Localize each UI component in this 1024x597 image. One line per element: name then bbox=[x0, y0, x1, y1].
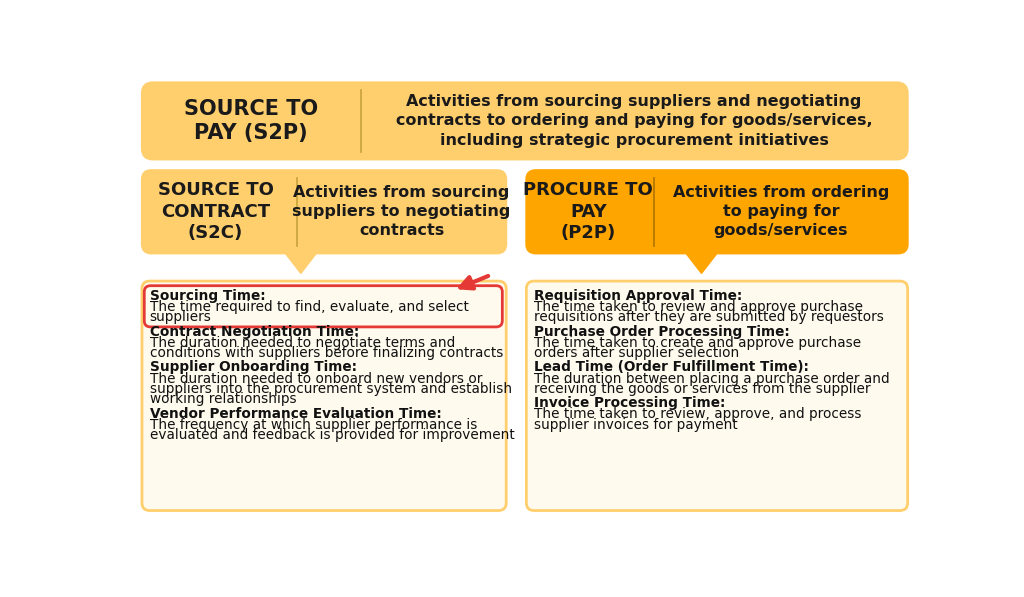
Text: The time taken to review, approve, and process: The time taken to review, approve, and p… bbox=[535, 407, 861, 421]
Text: suppliers: suppliers bbox=[150, 310, 212, 324]
Text: Invoice Processing Time:: Invoice Processing Time: bbox=[535, 396, 725, 410]
FancyBboxPatch shape bbox=[144, 286, 503, 327]
Text: evaluated and feedback is provided for improvement: evaluated and feedback is provided for i… bbox=[150, 428, 514, 442]
FancyBboxPatch shape bbox=[526, 170, 907, 253]
Text: receiving the goods or services from the supplier: receiving the goods or services from the… bbox=[535, 382, 870, 396]
Text: conditions with suppliers before finalizing contracts: conditions with suppliers before finaliz… bbox=[150, 346, 503, 360]
Text: The time taken to review and approve purchase: The time taken to review and approve pur… bbox=[535, 300, 863, 314]
Text: orders after supplier selection: orders after supplier selection bbox=[535, 346, 739, 360]
Text: PROCURE TO
PAY
(P2P): PROCURE TO PAY (P2P) bbox=[523, 181, 653, 242]
Text: The frequency at which supplier performance is: The frequency at which supplier performa… bbox=[150, 418, 477, 432]
Text: Requisition Approval Time:: Requisition Approval Time: bbox=[535, 289, 742, 303]
Text: The time taken to create and approve purchase: The time taken to create and approve pur… bbox=[535, 336, 861, 350]
Text: Purchase Order Processing Time:: Purchase Order Processing Time: bbox=[535, 325, 790, 338]
Polygon shape bbox=[286, 253, 316, 273]
Text: Vendor Performance Evaluation Time:: Vendor Performance Evaluation Time: bbox=[150, 407, 441, 421]
Text: Activities from ordering
to paying for
goods/services: Activities from ordering to paying for g… bbox=[673, 185, 889, 238]
FancyBboxPatch shape bbox=[142, 170, 506, 253]
FancyBboxPatch shape bbox=[526, 281, 907, 510]
Text: Contract Negotiation Time:: Contract Negotiation Time: bbox=[150, 325, 359, 338]
FancyBboxPatch shape bbox=[142, 281, 506, 510]
Text: Activities from sourcing suppliers and negotiating
contracts to ordering and pay: Activities from sourcing suppliers and n… bbox=[395, 94, 872, 147]
Text: The duration needed to onboard new vendors or: The duration needed to onboard new vendo… bbox=[150, 371, 482, 386]
Text: Lead Time (Order Fulfillment Time):: Lead Time (Order Fulfillment Time): bbox=[535, 361, 809, 374]
Text: Sourcing Time:: Sourcing Time: bbox=[150, 289, 265, 303]
Text: The duration between placing a purchase order and: The duration between placing a purchase … bbox=[535, 371, 890, 386]
Text: SOURCE TO
PAY (S2P): SOURCE TO PAY (S2P) bbox=[184, 99, 318, 143]
Text: working relationships: working relationships bbox=[150, 392, 296, 407]
Text: requisitions after they are submitted by requestors: requisitions after they are submitted by… bbox=[535, 310, 884, 324]
Text: The duration needed to negotiate terms and: The duration needed to negotiate terms a… bbox=[150, 336, 455, 350]
Polygon shape bbox=[686, 253, 717, 273]
FancyBboxPatch shape bbox=[142, 82, 907, 159]
Text: SOURCE TO
CONTRACT
(S2C): SOURCE TO CONTRACT (S2C) bbox=[158, 181, 273, 242]
Text: Activities from sourcing
suppliers to negotiating
contracts: Activities from sourcing suppliers to ne… bbox=[293, 185, 511, 238]
Text: Supplier Onboarding Time:: Supplier Onboarding Time: bbox=[150, 361, 356, 374]
Text: suppliers into the procurement system and establish: suppliers into the procurement system an… bbox=[150, 382, 512, 396]
Text: supplier invoices for payment: supplier invoices for payment bbox=[535, 418, 738, 432]
Text: The time required to find, evaluate, and select: The time required to find, evaluate, and… bbox=[150, 300, 469, 314]
